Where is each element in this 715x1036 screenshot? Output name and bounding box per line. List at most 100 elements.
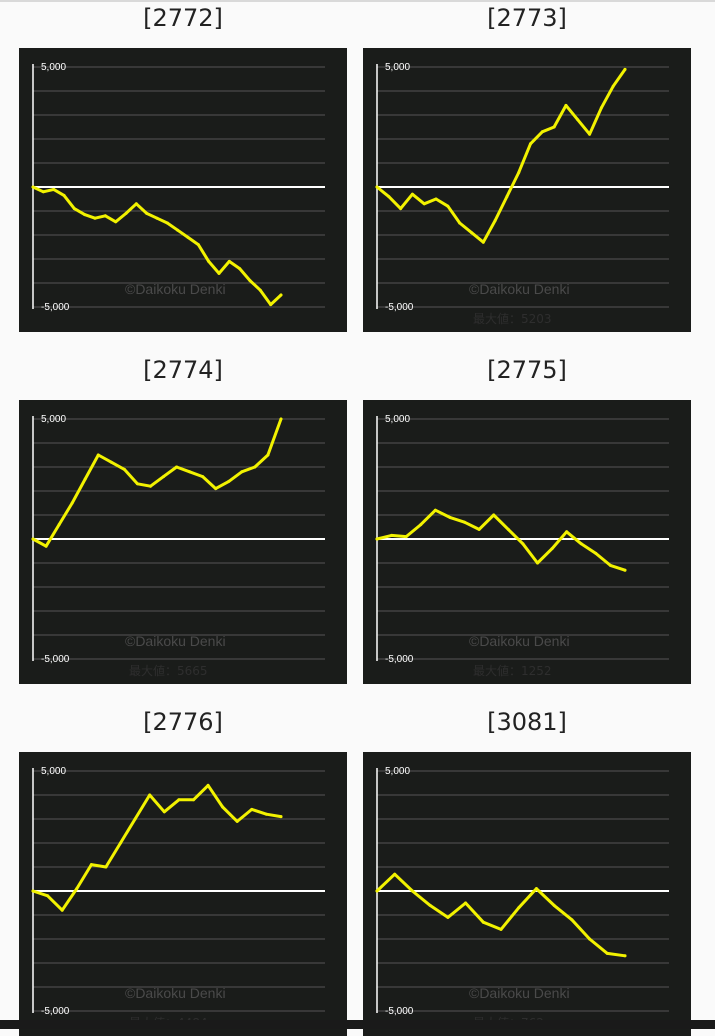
data-point (505, 195, 509, 199)
data-point (493, 219, 497, 223)
data-point (266, 453, 270, 457)
data-point (576, 118, 580, 122)
data-point (375, 537, 379, 541)
data-point (565, 530, 569, 534)
data-point (165, 221, 169, 225)
max-value-label: 最大値：5665 (129, 663, 208, 678)
data-point (148, 793, 152, 797)
y-tick-label-max: 5,000 (41, 62, 66, 73)
data-point (191, 798, 195, 802)
data-point (52, 187, 56, 191)
watermark-text: ©Daikoku Denki (125, 985, 226, 1001)
data-point (196, 243, 200, 247)
data-point (119, 841, 123, 845)
data-point (175, 465, 179, 469)
data-point (552, 903, 556, 907)
data-point (481, 920, 485, 924)
y-tick-label-min: -5,000 (41, 1006, 70, 1017)
data-point (570, 918, 574, 922)
data-point (145, 211, 149, 215)
data-point (133, 817, 137, 821)
data-point (463, 520, 467, 524)
chart-canvas: 5,000 -5,000 ©Daikoku Denki 最大値：5203 (363, 48, 691, 332)
data-point (31, 185, 35, 189)
data-point (446, 915, 450, 919)
y-tick-label-min: -5,000 (41, 654, 70, 665)
data-point (238, 267, 242, 271)
data-point (588, 132, 592, 136)
series-line (375, 508, 627, 572)
data-point (148, 484, 152, 488)
data-point (393, 872, 397, 876)
watermark-text: ©Daikoku Denki (469, 633, 570, 649)
data-point (104, 865, 108, 869)
series-line (31, 783, 283, 912)
chart-svg: 5,000 -5,000 ©Daikoku Denki 最大値：5203 (375, 62, 669, 326)
chart-title: [2774] (143, 356, 223, 384)
data-point (250, 807, 254, 811)
data-point (31, 537, 35, 541)
data-point (594, 551, 598, 555)
chart-svg: 5,000 -5,000 ©Daikoku Denki 最大値：1252 (375, 414, 669, 678)
chart-title: [2776] (143, 708, 223, 736)
series-line (31, 417, 283, 548)
data-point (540, 130, 544, 134)
data-point (534, 887, 538, 891)
data-point (60, 908, 64, 912)
data-point (46, 894, 50, 898)
data-point (240, 470, 244, 474)
data-point (550, 547, 554, 551)
data-point (419, 523, 423, 527)
data-point (623, 954, 627, 958)
data-point (399, 207, 403, 211)
chart-svg: 5,000 -5,000 ©Daikoku Denki (31, 62, 325, 313)
data-point (221, 805, 225, 809)
data-point (235, 819, 239, 823)
data-point (75, 887, 79, 891)
data-point (517, 171, 521, 175)
data-point (529, 142, 533, 146)
data-point (109, 460, 113, 464)
data-point (227, 259, 231, 263)
y-tick-label-min: -5,000 (385, 302, 414, 313)
data-point (588, 937, 592, 941)
data-point (258, 288, 262, 292)
data-point (611, 84, 615, 88)
data-point (207, 259, 211, 263)
max-value-label: 最大値：5203 (473, 311, 552, 326)
data-point (135, 482, 139, 486)
data-point (96, 453, 100, 457)
data-point (433, 508, 437, 512)
data-point (481, 240, 485, 244)
chart-canvas: 5,000 -5,000 ©Daikoku Denki (19, 48, 347, 332)
data-point (492, 513, 496, 517)
data-point (464, 901, 468, 905)
data-point (390, 533, 394, 537)
data-point (599, 106, 603, 110)
data-point (70, 501, 74, 505)
data-point (176, 228, 180, 232)
data-point (214, 487, 218, 491)
data-point (564, 103, 568, 107)
data-point (387, 195, 391, 199)
data-point (83, 477, 87, 481)
data-point (458, 221, 462, 225)
data-point (57, 523, 61, 527)
chart-canvas: 5,000 -5,000 ©Daikoku Denki 最大値：1252 (363, 400, 691, 684)
data-point (375, 889, 379, 893)
data-point (122, 467, 126, 471)
data-point (188, 470, 192, 474)
data-point (469, 231, 473, 235)
data-point (521, 542, 525, 546)
max-value-label: 最大値：1252 (473, 663, 552, 678)
data-point (279, 417, 283, 421)
watermark-text: ©Daikoku Denki (125, 281, 226, 297)
y-tick-label-min: -5,000 (385, 1006, 414, 1017)
data-point (89, 863, 93, 867)
data-point (253, 465, 257, 469)
watermark-text: ©Daikoku Denki (125, 633, 226, 649)
